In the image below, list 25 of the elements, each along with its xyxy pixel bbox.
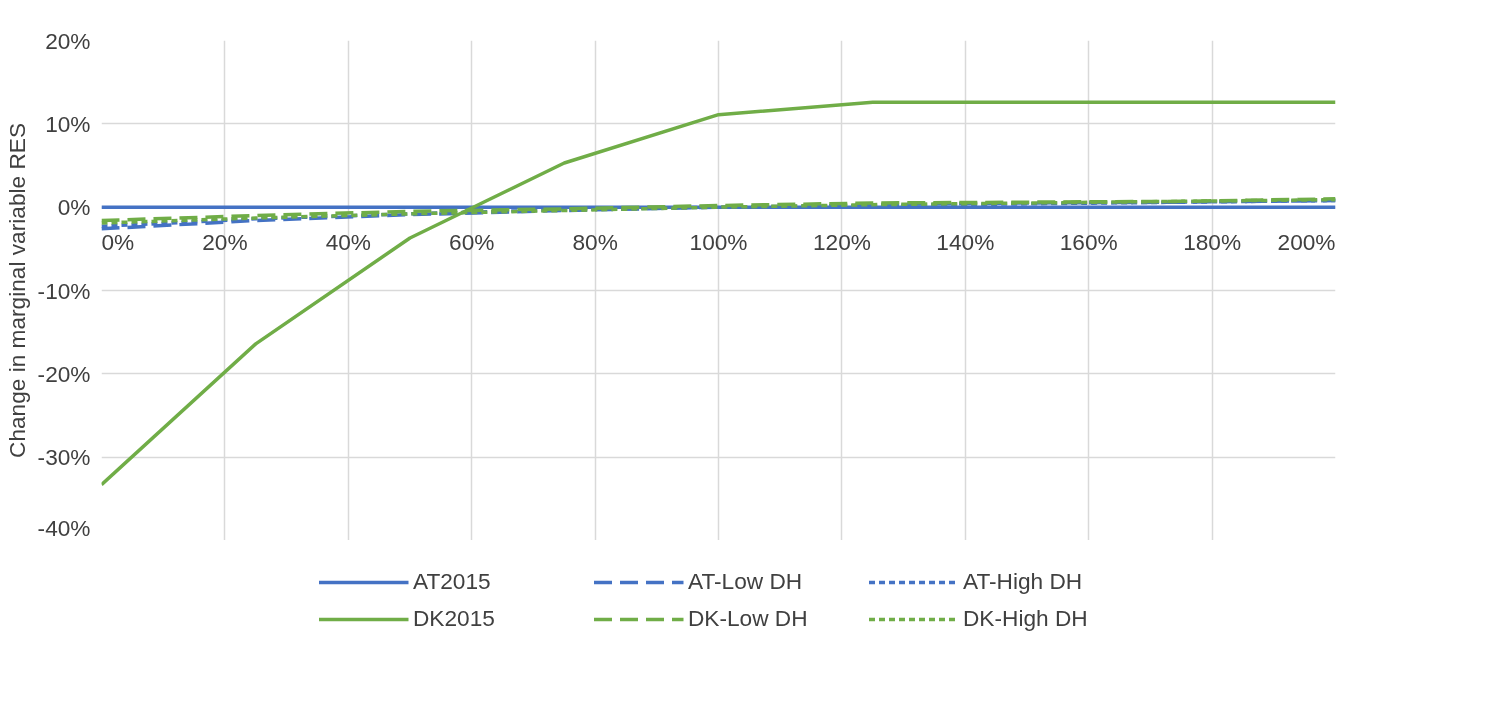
legend-label: DK2015	[413, 605, 496, 632]
y-tick-label: -30%	[37, 444, 91, 471]
x-tick-label: 140%	[936, 229, 995, 256]
legend-label: AT2015	[413, 568, 492, 595]
legend-label: DK-Low DH	[688, 605, 809, 632]
y-axis-title: Change in marginal variable RES	[3, 122, 30, 458]
x-tick-label: 100%	[689, 229, 748, 256]
x-tick-label: 200%	[1277, 229, 1336, 256]
legend-label: AT-High DH	[963, 568, 1084, 595]
legend-label: AT-Low DH	[688, 568, 804, 595]
x-tick-label: 160%	[1059, 229, 1118, 256]
x-tick-label: 80%	[572, 229, 618, 256]
x-tick-label: 40%	[325, 229, 371, 256]
y-tick-label: -20%	[37, 360, 91, 387]
legend-label: DK-High DH	[963, 605, 1089, 632]
x-tick-label: 20%	[202, 229, 248, 256]
y-tick-label: 20%	[45, 27, 91, 54]
x-tick-label: 120%	[812, 229, 871, 256]
y-tick-label: 10%	[45, 110, 91, 137]
y-tick-label: -40%	[37, 514, 91, 541]
x-tick-label: 60%	[449, 229, 495, 256]
x-tick-label: 0%	[101, 229, 135, 256]
y-tick-label: -10%	[37, 277, 91, 304]
x-tick-label: 180%	[1183, 229, 1242, 256]
y-tick-label: 0%	[57, 194, 91, 221]
